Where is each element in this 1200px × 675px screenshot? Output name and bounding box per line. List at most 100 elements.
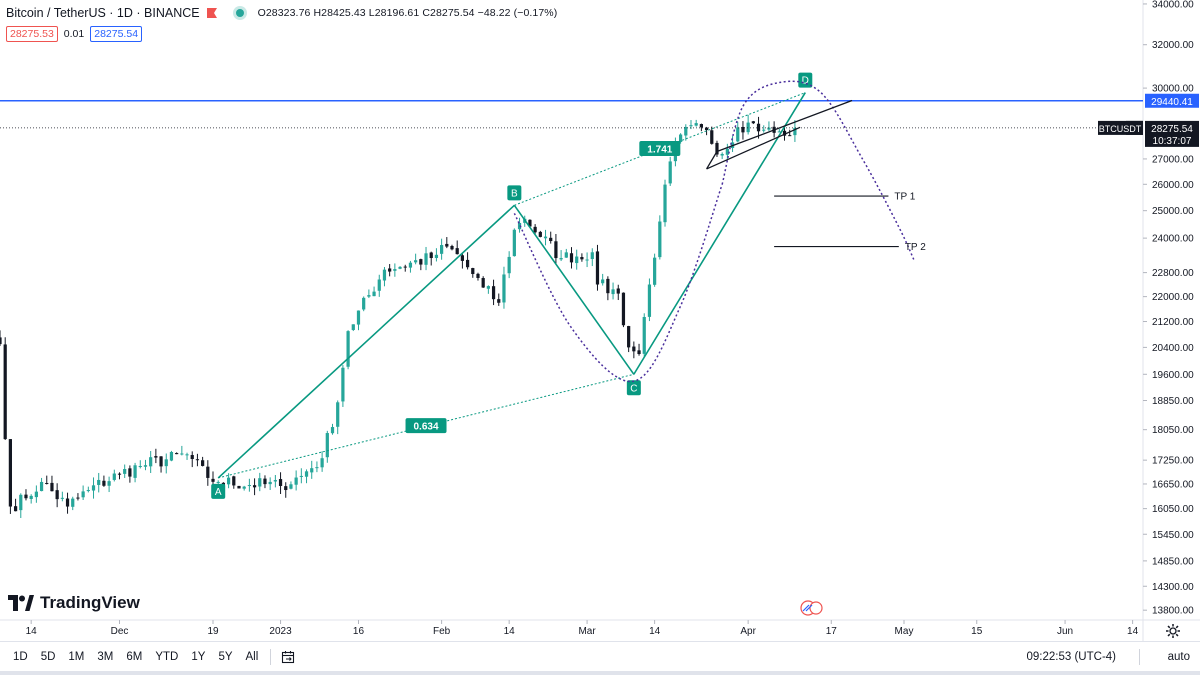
time-axis: 14 Dec 19 2023 16 Feb 14 Mar 14 Apr 17 May 15 Jun 14	[26, 620, 1139, 637]
candle-body	[169, 451, 174, 461]
candle-up	[273, 474, 277, 488]
timeframe-1y[interactable]: 1Y	[191, 651, 206, 663]
candle-up	[164, 453, 168, 474]
candle-up	[185, 452, 189, 460]
clock-timezone[interactable]: 09:22:53 (UTC-4)	[1026, 651, 1116, 663]
timeframe-5d[interactable]: 5D	[40, 651, 56, 663]
candle-body	[24, 494, 28, 499]
auto-scale-toggle[interactable]: auto	[1167, 651, 1190, 663]
candle-down	[45, 475, 49, 485]
sell-price-button[interactable]: 28275.53	[6, 26, 58, 42]
candle-up	[29, 494, 33, 504]
candle-body	[481, 278, 485, 288]
candle-down	[554, 233, 558, 265]
projection-arc-upper	[721, 80, 916, 262]
pattern-leg	[513, 204, 635, 375]
candle-up	[424, 246, 428, 271]
candle-body	[211, 478, 215, 482]
trade-pills: 28275.53 0.01 28275.54	[6, 26, 143, 42]
timeframe-6m[interactable]: 6M	[126, 651, 143, 663]
price-tick-label: 15450.00	[1152, 530, 1194, 541]
candle-body	[299, 475, 303, 477]
price-tick-label: 18050.00	[1152, 425, 1194, 436]
candle-up	[320, 451, 324, 472]
candle-up	[143, 459, 148, 471]
candle-body	[710, 130, 714, 144]
pattern-point-label: A	[215, 487, 222, 498]
tradingview-logo[interactable]: TradingView	[8, 593, 140, 613]
candle-down	[549, 231, 553, 244]
candle-up	[71, 496, 75, 511]
candle-down	[471, 267, 475, 278]
candle-up	[512, 228, 516, 257]
timeframe-ytd[interactable]: YTD	[155, 651, 179, 663]
candle-body	[0, 337, 2, 345]
target-level: TP 2	[774, 242, 926, 253]
candle-up	[289, 481, 293, 490]
candle-down	[455, 240, 459, 255]
candle-down	[65, 492, 70, 514]
candle-body	[476, 273, 480, 278]
candle-body	[767, 127, 771, 130]
buy-price-button[interactable]: 28275.54	[90, 26, 143, 42]
price-chart[interactable]: 34000.00 32000.00 30000.00 27000.00 26000.00…	[0, 0, 1200, 641]
timeframe-1d[interactable]: 1D	[13, 651, 28, 663]
candle-up	[559, 250, 563, 262]
candle-body	[663, 184, 667, 223]
time-tick-label: 15	[971, 626, 983, 637]
candle-down	[206, 460, 210, 486]
candle-up	[60, 491, 64, 502]
candle-down	[237, 485, 241, 489]
candle-down	[24, 489, 28, 501]
candle-body	[65, 498, 70, 507]
candle-up	[414, 253, 418, 265]
candle-down	[388, 264, 392, 277]
candle-up	[684, 124, 688, 141]
candle-body	[336, 402, 340, 427]
candle-body	[185, 454, 189, 456]
candle-body	[751, 121, 755, 124]
candle-body	[45, 482, 49, 484]
candle-up	[564, 248, 568, 258]
candle-body	[414, 260, 418, 263]
candle-body	[528, 219, 532, 227]
symbol-title[interactable]: Bitcoin / TetherUS · 1D · BINANCE	[6, 6, 200, 20]
candle-body	[50, 482, 54, 492]
candle-up	[767, 121, 771, 132]
price-tick-label: 16650.00	[1152, 479, 1194, 490]
ticker-tag: BTCUSDT	[1098, 120, 1143, 135]
candle-body	[502, 274, 506, 303]
candle-up	[356, 310, 361, 331]
candle-body	[575, 256, 579, 264]
candle-body	[247, 485, 251, 487]
candle-body	[289, 484, 293, 489]
candle-down	[699, 123, 703, 132]
candle-up	[304, 469, 309, 484]
candle-down	[278, 472, 283, 495]
timeframe-1m[interactable]: 1M	[68, 651, 85, 663]
candle-body	[252, 485, 257, 488]
harmonic-pattern: 0.634 1.741 A B C D	[211, 72, 813, 499]
candle-body	[408, 262, 413, 268]
candle-body	[273, 480, 277, 482]
candle-up	[107, 476, 111, 493]
candle-body	[559, 258, 563, 260]
candle-down	[606, 276, 610, 301]
time-tick-label: Apr	[740, 626, 756, 637]
candle-body	[450, 245, 454, 250]
candle-body	[226, 477, 231, 485]
candle-body	[123, 469, 127, 474]
candle-up	[34, 485, 38, 503]
timeframe-3m[interactable]: 3M	[97, 651, 114, 663]
candle-down	[419, 258, 423, 271]
candle-up	[611, 282, 615, 300]
settings-gear-icon[interactable]	[1165, 623, 1181, 639]
flag-icon[interactable]	[206, 7, 218, 19]
candle-body	[689, 125, 693, 127]
date-range-icon[interactable]	[281, 650, 295, 664]
timeframe-all[interactable]: All	[245, 651, 259, 663]
wedge-lower-line	[706, 126, 801, 170]
timeframe-5y[interactable]: 5Y	[218, 651, 233, 663]
candle-up	[736, 121, 740, 143]
candle-up	[351, 324, 355, 332]
